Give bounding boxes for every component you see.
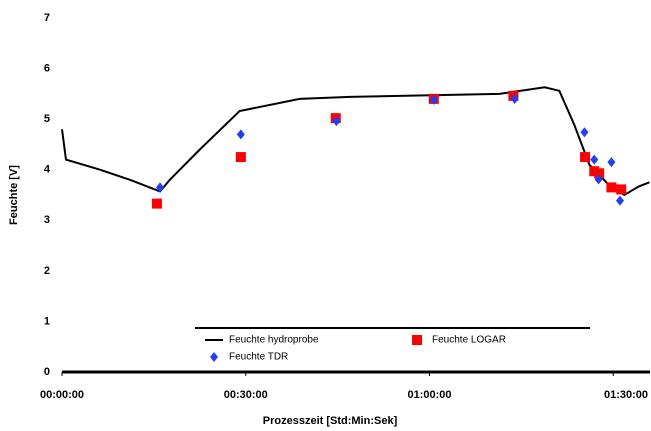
y-axis-title: Feuchte [V] [8,165,20,225]
marker [332,116,341,127]
marker [580,127,589,138]
legend-symbol [210,352,218,362]
marker [594,174,603,185]
y-tick-label: 4 [44,164,51,176]
legend-label: Feuchte hydroprobe [229,335,319,346]
marker [616,184,627,195]
marker [156,182,164,193]
x-tick-label: 00:30:00 [224,389,268,401]
legend [195,328,590,368]
marker [607,157,616,168]
legend-label: Feuchte TDR [229,352,288,363]
legend-label: Feuchte LOGAR [432,335,506,346]
y-tick-label: 2 [44,265,50,277]
x-tick-label: 01:30:00 [604,389,648,401]
marker [510,93,519,104]
marker [235,152,246,163]
marker [615,195,624,206]
x-tick-label: 00:00:00 [40,389,84,401]
marker [606,182,617,193]
marker [236,129,245,140]
marker [429,94,438,105]
y-tick-label: 7 [44,12,50,24]
y-tick-label: 6 [44,62,50,74]
legend-symbol [412,335,422,345]
y-tick-label: 1 [44,315,50,327]
x-axis-title: Prozesszeit [Std:Min:Sek] [263,415,398,427]
marker [580,152,591,163]
x-tick-label: 01:00:00 [407,389,451,401]
data-line [61,86,650,197]
y-tick-label: 0 [44,366,50,378]
marker [594,168,605,179]
marker [590,154,599,165]
marker [151,198,162,209]
y-tick-label: 5 [44,113,50,125]
y-tick-label: 3 [44,214,50,226]
